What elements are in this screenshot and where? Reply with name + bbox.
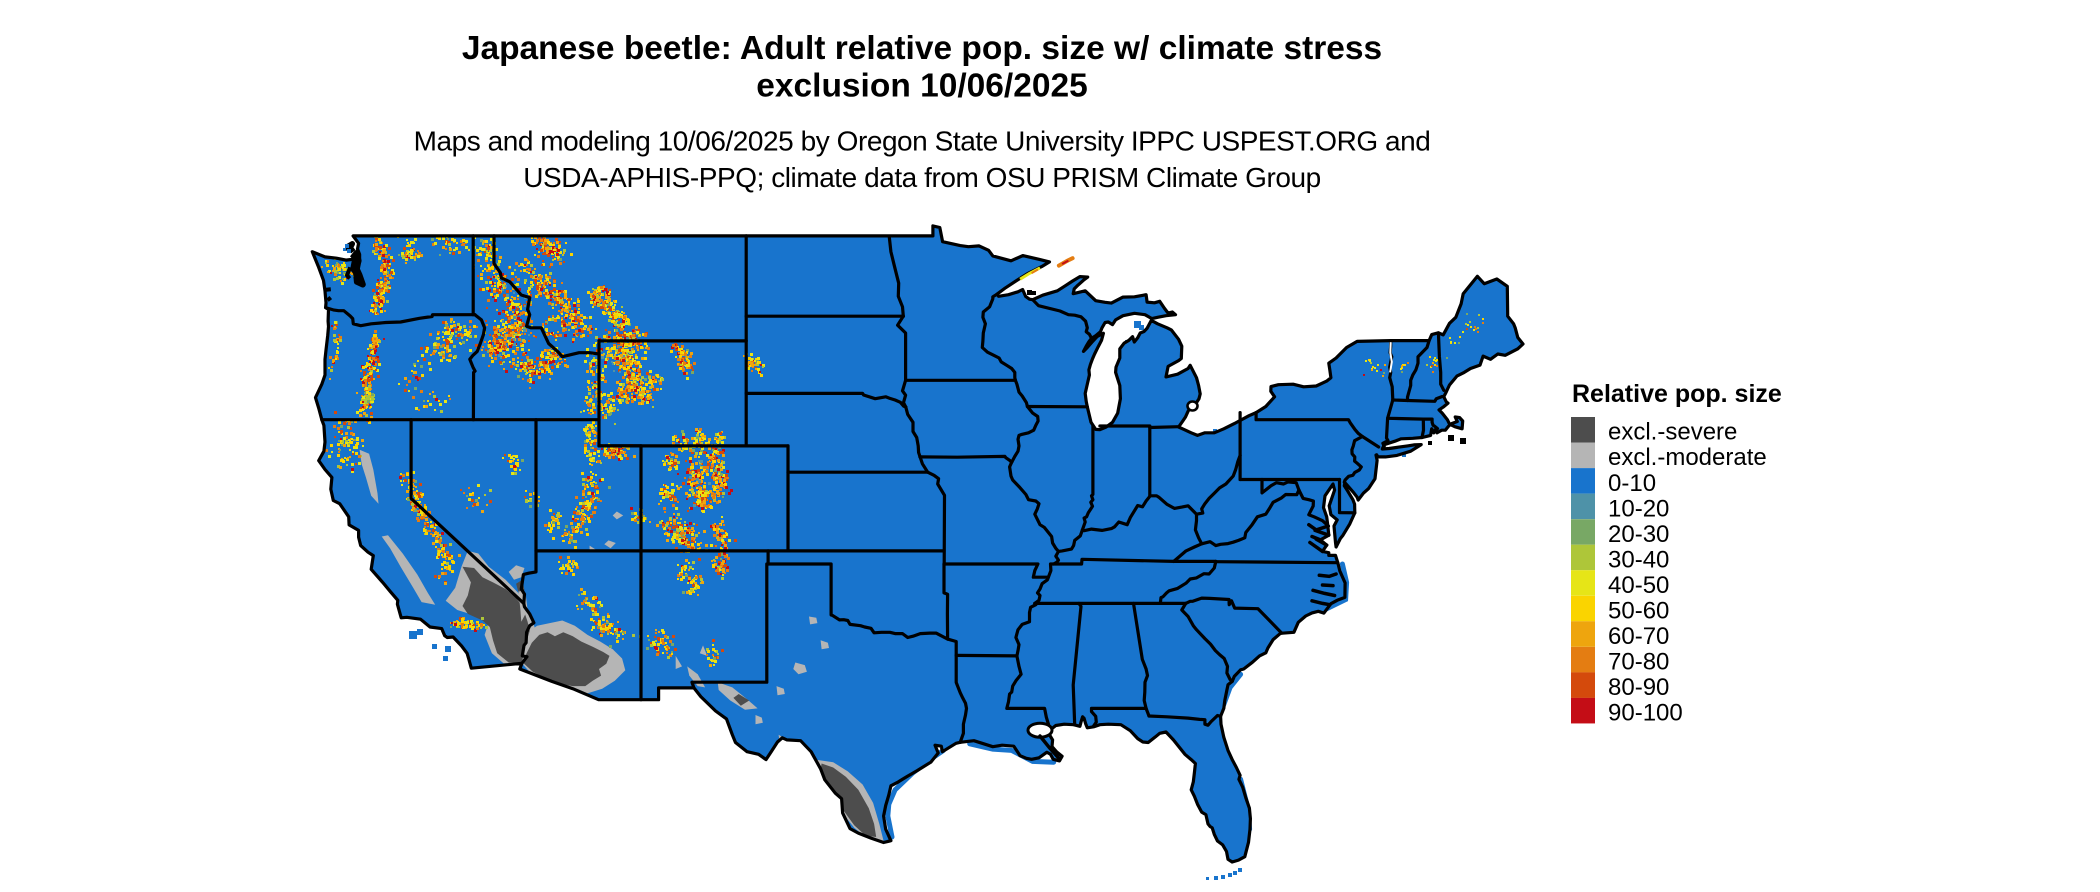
svg-text:Relative pop. size: Relative pop. size [1572,380,1782,408]
svg-text:Japanese beetle: Adult relativ: Japanese beetle: Adult relative pop. siz… [462,30,1382,67]
svg-text:USDA-APHIS-PPQ; climate data f: USDA-APHIS-PPQ; climate data from OSU PR… [523,162,1320,193]
svg-text:20-30: 20-30 [1608,521,1669,548]
svg-text:excl.-severe: excl.-severe [1608,419,1737,446]
svg-text:30-40: 30-40 [1608,546,1669,573]
svg-text:excl.-moderate: excl.-moderate [1608,444,1767,471]
svg-text:60-70: 60-70 [1608,623,1669,650]
svg-text:Maps and modeling 10/06/2025 b: Maps and modeling 10/06/2025 by Oregon S… [414,126,1431,157]
svg-text:90-100: 90-100 [1608,700,1683,727]
svg-text:50-60: 50-60 [1608,598,1669,625]
svg-text:80-90: 80-90 [1608,674,1669,701]
svg-text:40-50: 40-50 [1608,572,1669,599]
svg-text:70-80: 70-80 [1608,649,1669,676]
svg-text:10-20: 10-20 [1608,495,1669,522]
svg-text:exclusion 10/06/2025: exclusion 10/06/2025 [756,68,1088,105]
svg-text:0-10: 0-10 [1608,470,1656,497]
